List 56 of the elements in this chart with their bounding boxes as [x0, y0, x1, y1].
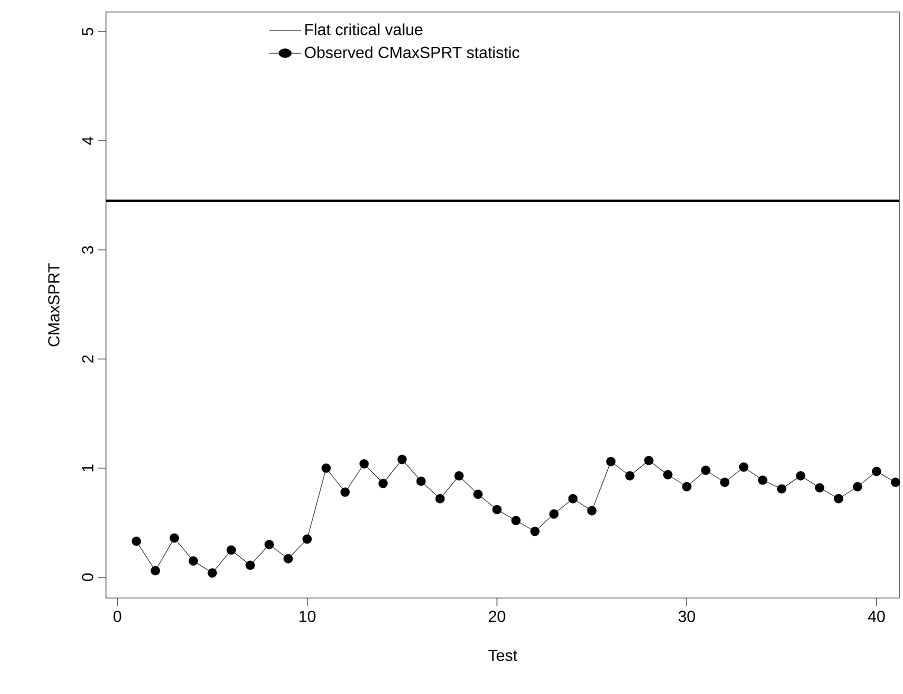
point	[473, 490, 483, 500]
legend-label: Flat critical value	[305, 23, 422, 36]
legend-label: Observed CMaxSPRT statistic	[304, 46, 520, 58]
point	[378, 478, 388, 488]
point	[359, 459, 369, 468]
point	[321, 463, 331, 473]
point	[132, 536, 142, 546]
point	[492, 504, 502, 514]
point	[644, 456, 654, 466]
point	[188, 556, 198, 566]
point	[890, 478, 900, 487]
x-tick-label: 30	[678, 610, 696, 622]
point	[814, 483, 824, 492]
point	[796, 471, 806, 480]
y-tick-label: 0	[82, 573, 94, 582]
point	[530, 526, 540, 536]
point	[170, 533, 179, 543]
point	[625, 471, 634, 480]
point	[701, 466, 710, 475]
point	[739, 462, 748, 472]
x-tick-label: 0	[114, 610, 122, 622]
point	[284, 554, 293, 564]
point	[663, 470, 672, 480]
point	[264, 540, 274, 550]
point	[549, 509, 559, 519]
point	[834, 494, 844, 504]
point	[852, 482, 862, 492]
point	[606, 456, 616, 466]
point	[208, 568, 217, 578]
y-tick-label: 2	[82, 355, 94, 363]
point	[246, 560, 255, 570]
point	[226, 545, 236, 555]
point	[720, 478, 730, 487]
point	[587, 506, 597, 516]
y-tick-label: 4	[82, 136, 94, 145]
x-tick-label: 20	[488, 610, 506, 622]
y-tick-label: 1	[82, 464, 94, 472]
point	[397, 454, 407, 464]
point	[416, 476, 426, 486]
x-tick-label: 40	[868, 610, 885, 622]
point	[454, 471, 464, 480]
x-axis-title: Test	[488, 650, 518, 662]
point	[302, 534, 312, 544]
point	[568, 494, 578, 504]
y-tick-label: 5	[82, 28, 94, 36]
point	[758, 475, 768, 485]
point	[511, 516, 521, 526]
point	[340, 487, 350, 497]
point	[435, 494, 445, 504]
point	[872, 466, 882, 476]
point	[682, 482, 692, 492]
x-tick-label: 10	[300, 610, 316, 622]
y-axis-title: CMaxSPRT	[48, 263, 60, 346]
point	[150, 566, 160, 576]
point	[777, 484, 786, 494]
y-tick-label: 3	[82, 246, 94, 254]
